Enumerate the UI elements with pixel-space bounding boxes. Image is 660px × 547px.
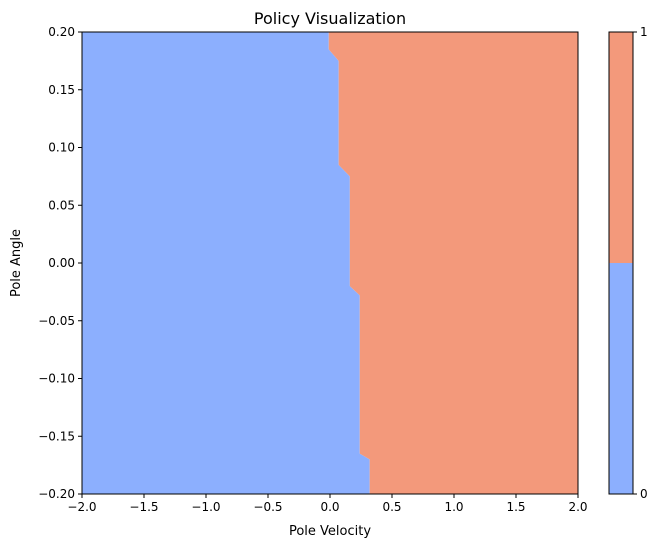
y-tick-label: 0.05 [48, 198, 75, 212]
colorbar-segment-1 [609, 32, 633, 263]
chart-title: Policy Visualization [254, 9, 406, 28]
x-tick-label: −1.0 [191, 500, 220, 514]
y-tick-label: 0.20 [48, 25, 75, 39]
x-axis-label: Pole Velocity [289, 524, 371, 539]
y-tick-label: −0.15 [38, 429, 75, 443]
colorbar-segment-0 [609, 263, 633, 494]
colorbar-tick-label: 0 [640, 487, 648, 501]
colorbar-frame [608, 31, 634, 495]
colorbar-tick-label: 1 [640, 25, 648, 39]
y-tick-label: 0.15 [48, 83, 75, 97]
x-tick-label: 2.0 [568, 500, 587, 514]
y-tick-label: 0.10 [48, 141, 75, 155]
x-tick-label: −2.0 [67, 500, 96, 514]
y-tick-label: 0.00 [48, 256, 75, 270]
x-tick-label: 1.0 [444, 500, 463, 514]
colorbar: 01 [608, 25, 648, 501]
x-tick-label: 0.5 [382, 500, 401, 514]
x-axis: −2.0 −1.5 −1.0 −0.5 0.0 0.5 1.0 1.5 2.0 [67, 494, 588, 514]
x-tick-label: 1.5 [506, 500, 525, 514]
region-class-1 [328, 32, 578, 494]
region-class-0 [82, 32, 370, 494]
x-tick-label: −1.5 [129, 500, 158, 514]
y-axis: −0.20 −0.15 −0.10 −0.05 0.00 0.05 0.10 0.15 0.20 [38, 25, 82, 501]
x-tick-label: 0.0 [320, 500, 339, 514]
x-tick-label: −0.5 [253, 500, 282, 514]
y-axis-label: Pole Angle [9, 229, 24, 297]
y-tick-label: −0.10 [38, 372, 75, 386]
y-tick-label: −0.20 [38, 487, 75, 501]
plot-area [81, 31, 579, 495]
y-tick-label: −0.05 [38, 314, 75, 328]
